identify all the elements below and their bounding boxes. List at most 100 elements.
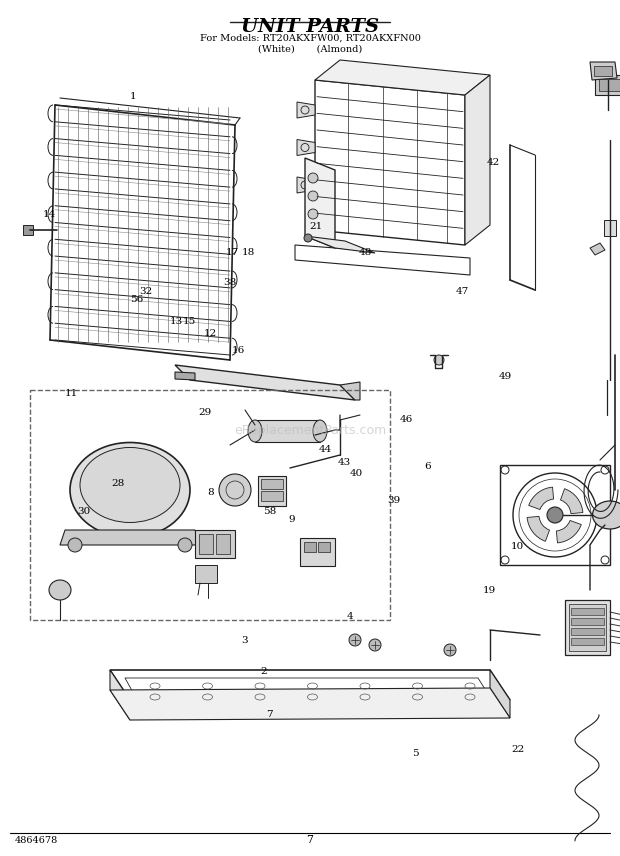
Text: 7: 7 bbox=[306, 835, 314, 845]
Bar bbox=[300, 538, 335, 566]
Bar bbox=[261, 491, 283, 501]
Bar bbox=[195, 565, 217, 583]
Bar bbox=[571, 628, 604, 635]
Bar bbox=[318, 542, 330, 552]
Text: UNIT PARTS: UNIT PARTS bbox=[241, 18, 379, 36]
Bar bbox=[599, 79, 620, 91]
Text: 43: 43 bbox=[337, 458, 351, 467]
Text: 39: 39 bbox=[387, 496, 401, 505]
Bar bbox=[23, 225, 33, 235]
Text: 47: 47 bbox=[455, 287, 469, 295]
Text: For Models: RT20AKXFW00, RT20AKXFN00: For Models: RT20AKXFW00, RT20AKXFN00 bbox=[200, 34, 420, 43]
Bar bbox=[571, 638, 604, 645]
Circle shape bbox=[304, 234, 312, 242]
Bar bbox=[261, 479, 283, 489]
Text: 4864678: 4864678 bbox=[15, 836, 58, 845]
Text: 13: 13 bbox=[170, 317, 184, 325]
Text: 21: 21 bbox=[309, 223, 323, 231]
Text: 9: 9 bbox=[288, 515, 294, 524]
Text: 2: 2 bbox=[260, 668, 267, 676]
Text: 12: 12 bbox=[204, 330, 218, 338]
Wedge shape bbox=[529, 487, 554, 509]
Bar bbox=[500, 465, 610, 565]
Circle shape bbox=[369, 639, 381, 651]
Text: 5: 5 bbox=[412, 749, 418, 758]
Polygon shape bbox=[60, 530, 200, 545]
Ellipse shape bbox=[593, 501, 620, 529]
Text: 4: 4 bbox=[347, 612, 353, 621]
Text: 56: 56 bbox=[130, 295, 143, 304]
Text: 58: 58 bbox=[263, 507, 277, 515]
Text: 46: 46 bbox=[399, 415, 413, 424]
Text: 42: 42 bbox=[486, 158, 500, 167]
Polygon shape bbox=[175, 372, 195, 380]
Polygon shape bbox=[305, 158, 335, 248]
Text: 8: 8 bbox=[208, 488, 214, 496]
Circle shape bbox=[444, 644, 456, 656]
Wedge shape bbox=[556, 520, 582, 543]
Circle shape bbox=[513, 473, 597, 557]
Bar bbox=[258, 476, 286, 506]
Polygon shape bbox=[340, 382, 360, 400]
Bar bbox=[571, 608, 604, 615]
Polygon shape bbox=[595, 75, 620, 95]
Ellipse shape bbox=[80, 448, 180, 522]
Text: 49: 49 bbox=[498, 372, 512, 381]
Text: 15: 15 bbox=[182, 317, 196, 325]
Bar bbox=[569, 604, 606, 651]
Text: 29: 29 bbox=[198, 408, 211, 417]
Text: 10: 10 bbox=[511, 542, 525, 550]
Text: 11: 11 bbox=[64, 389, 78, 398]
Circle shape bbox=[308, 191, 318, 201]
Polygon shape bbox=[490, 670, 510, 718]
Polygon shape bbox=[590, 243, 605, 255]
Bar bbox=[571, 618, 604, 625]
Polygon shape bbox=[297, 102, 315, 118]
Text: 16: 16 bbox=[232, 347, 246, 355]
Text: (White)       (Almond): (White) (Almond) bbox=[258, 45, 362, 54]
Circle shape bbox=[434, 355, 444, 365]
Bar bbox=[604, 220, 616, 236]
Ellipse shape bbox=[70, 443, 190, 538]
Polygon shape bbox=[315, 60, 490, 95]
Text: 48: 48 bbox=[359, 248, 373, 257]
Circle shape bbox=[308, 173, 318, 183]
Text: 32: 32 bbox=[139, 287, 153, 295]
Bar bbox=[304, 542, 316, 552]
Text: 1: 1 bbox=[130, 92, 136, 101]
Text: 19: 19 bbox=[483, 586, 497, 595]
Text: 44: 44 bbox=[319, 445, 332, 454]
Bar bbox=[199, 534, 213, 554]
Text: 18: 18 bbox=[241, 248, 255, 257]
Bar bbox=[594, 66, 612, 76]
Circle shape bbox=[349, 634, 361, 646]
Circle shape bbox=[547, 507, 563, 523]
Text: 3: 3 bbox=[242, 636, 248, 645]
Bar bbox=[30, 390, 390, 620]
Polygon shape bbox=[297, 140, 315, 156]
Text: 30: 30 bbox=[77, 508, 91, 516]
Bar bbox=[565, 600, 610, 655]
Polygon shape bbox=[590, 62, 617, 80]
Text: 40: 40 bbox=[350, 469, 363, 478]
Circle shape bbox=[178, 538, 192, 552]
Text: 38: 38 bbox=[223, 278, 236, 287]
Bar bbox=[195, 530, 235, 558]
Wedge shape bbox=[560, 489, 583, 514]
Ellipse shape bbox=[49, 580, 71, 600]
Circle shape bbox=[219, 474, 251, 506]
Circle shape bbox=[308, 209, 318, 219]
Polygon shape bbox=[110, 688, 510, 720]
Text: 6: 6 bbox=[425, 462, 431, 471]
Polygon shape bbox=[465, 75, 490, 245]
Wedge shape bbox=[527, 516, 549, 541]
Text: eReplacementParts.com: eReplacementParts.com bbox=[234, 424, 386, 437]
Polygon shape bbox=[175, 365, 355, 400]
Bar bbox=[255, 420, 320, 442]
Ellipse shape bbox=[313, 420, 327, 442]
Text: 22: 22 bbox=[511, 745, 525, 753]
Text: 17: 17 bbox=[226, 248, 239, 257]
Text: 7: 7 bbox=[267, 710, 273, 719]
Bar bbox=[216, 534, 230, 554]
Circle shape bbox=[68, 538, 82, 552]
